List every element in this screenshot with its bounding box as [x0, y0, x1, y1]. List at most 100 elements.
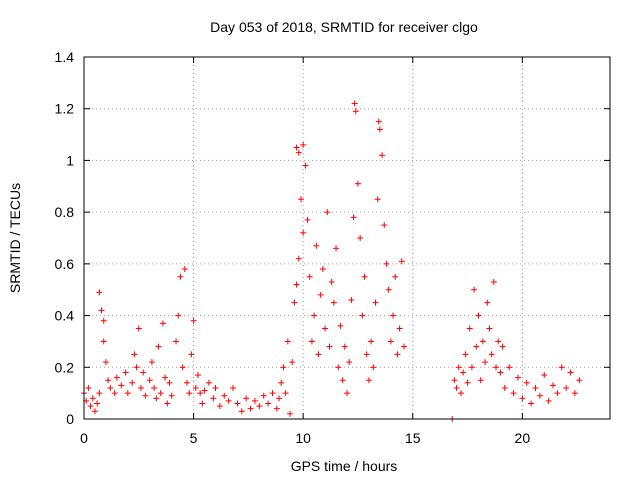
data-point	[133, 364, 140, 371]
data-point	[563, 384, 570, 391]
data-point	[457, 390, 464, 397]
data-point	[326, 343, 333, 350]
data-point	[137, 384, 144, 391]
data-point	[541, 372, 548, 379]
data-point	[486, 325, 493, 332]
data-point	[293, 144, 300, 151]
data-point	[181, 266, 188, 273]
data-point	[324, 209, 331, 216]
data-point	[479, 338, 486, 345]
y-tick-label: 0.2	[55, 359, 75, 375]
data-point	[168, 392, 175, 399]
data-point	[188, 351, 195, 358]
data-point	[210, 395, 217, 402]
data-point	[282, 390, 289, 397]
data-point	[159, 320, 166, 327]
data-point	[190, 317, 197, 324]
data-point	[375, 118, 382, 125]
data-point	[293, 281, 300, 288]
data-point	[335, 364, 342, 371]
data-point	[464, 379, 471, 386]
y-tick-label: 0.6	[55, 256, 75, 272]
data-point	[102, 359, 109, 366]
y-tick-label: 1.4	[55, 49, 75, 65]
data-point	[118, 382, 125, 389]
data-point	[341, 343, 348, 350]
data-point	[85, 384, 92, 391]
data-point	[387, 338, 394, 345]
data-point	[488, 351, 495, 358]
chart-title: Day 053 of 2018, SRMTID for receiver clg…	[210, 19, 478, 35]
data-point	[550, 382, 557, 389]
data-point	[184, 379, 191, 386]
data-point	[243, 395, 250, 402]
data-point	[278, 379, 285, 386]
data-point	[105, 377, 112, 384]
y-tick-label: 0.8	[55, 204, 75, 220]
data-point	[385, 286, 392, 293]
data-point	[221, 392, 228, 399]
data-point	[155, 343, 162, 350]
data-point	[558, 364, 565, 371]
data-point	[328, 278, 335, 285]
data-point	[157, 390, 164, 397]
data-point	[205, 379, 212, 386]
data-point	[295, 149, 302, 156]
data-point	[455, 364, 462, 371]
data-point	[344, 390, 350, 397]
data-point	[514, 374, 521, 381]
data-point	[453, 384, 460, 391]
data-point	[234, 400, 241, 407]
data-point	[98, 307, 105, 314]
data-point	[330, 299, 337, 306]
ticks: 0 0.2 0.4 0.6 0.8 1 1.2 1.4 0 5 10 15 20	[55, 49, 610, 446]
data-point	[484, 299, 491, 306]
data-point	[477, 377, 484, 384]
data-point	[528, 400, 535, 407]
data-point	[140, 369, 147, 376]
data-point	[295, 255, 302, 262]
data-point	[308, 338, 315, 345]
data-point	[216, 403, 223, 410]
data-point	[359, 312, 366, 319]
x-tick-label: 10	[295, 430, 311, 446]
data-marks	[81, 100, 583, 422]
data-point	[212, 384, 219, 391]
data-point	[289, 359, 296, 366]
data-point	[493, 364, 500, 371]
data-point	[251, 397, 258, 404]
x-tick-label: 0	[80, 430, 88, 446]
data-point	[554, 390, 561, 397]
data-point	[194, 372, 201, 379]
data-point	[519, 395, 526, 402]
data-point	[354, 180, 361, 187]
data-point	[379, 152, 386, 159]
data-point	[302, 162, 309, 169]
data-point	[151, 384, 158, 391]
data-point	[122, 369, 129, 376]
data-point	[173, 338, 180, 345]
y-tick-label: 0	[66, 411, 74, 427]
data-point	[284, 338, 291, 345]
data-point	[111, 390, 118, 397]
data-point	[466, 325, 473, 332]
data-point	[482, 359, 489, 366]
data-point	[287, 410, 294, 417]
data-point	[313, 242, 320, 249]
grid	[84, 57, 610, 419]
data-point	[100, 317, 107, 324]
data-point	[297, 196, 304, 203]
data-point	[394, 351, 401, 358]
data-point	[490, 278, 497, 285]
data-point	[256, 403, 263, 410]
data-point	[501, 384, 508, 391]
data-point	[300, 141, 307, 148]
data-point	[351, 100, 358, 107]
data-point	[350, 214, 357, 221]
data-point	[370, 364, 377, 371]
y-tick-label: 1.2	[55, 101, 75, 117]
data-point	[192, 384, 199, 391]
data-point	[352, 108, 359, 115]
data-point	[124, 390, 131, 397]
